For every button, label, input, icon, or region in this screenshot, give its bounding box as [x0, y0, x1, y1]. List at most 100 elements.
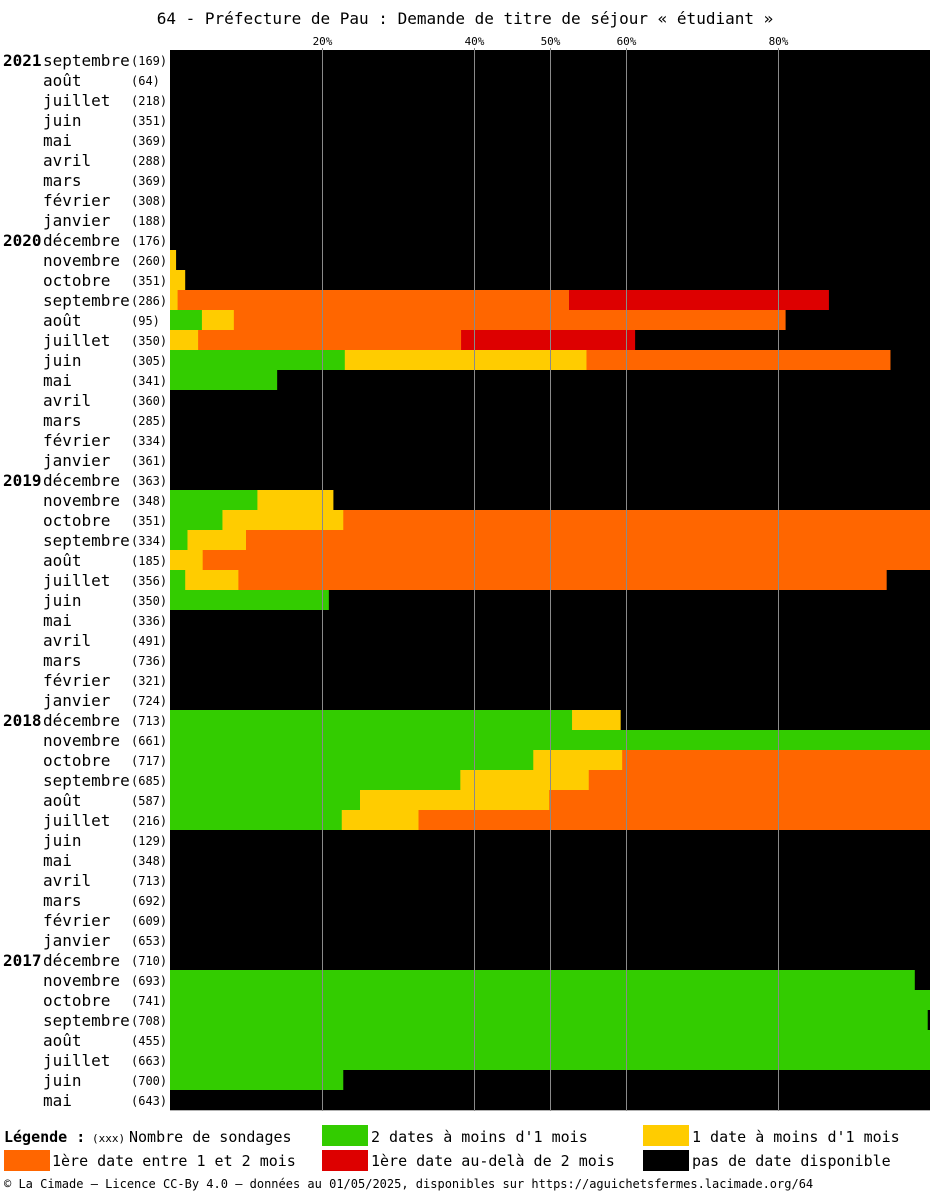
bar-segment-black [343, 1070, 930, 1091]
bar-segment-red [569, 290, 830, 311]
row-month-label: avril [43, 151, 91, 170]
row-month-label: janvier [43, 691, 111, 710]
row-count-label: (455) [131, 1034, 167, 1048]
row-count-label: (185) [131, 554, 167, 568]
row-count-label: (95) [131, 314, 160, 328]
bar-segment-orange [622, 750, 930, 771]
row-count-label: (64) [131, 74, 160, 88]
row-count-label: (717) [131, 754, 167, 768]
row-count-label: (341) [131, 374, 167, 388]
row-count-label: (369) [131, 174, 167, 188]
bar-segment-yellow [170, 550, 204, 571]
row-month-label: juillet [43, 811, 110, 830]
row-month-label: mai [43, 371, 72, 390]
bar-segment-green [170, 590, 330, 611]
bar-segment-yellow [185, 570, 239, 591]
bar-segment-yellow [257, 490, 334, 511]
row-month-label: mars [43, 891, 82, 910]
row-month-label: février [43, 911, 111, 930]
row-month-label: décembre [43, 711, 120, 730]
bar-segment-yellow [170, 290, 179, 311]
row-labels-layer: septembre (169)août (64)juillet (218)juin (3… [3, 51, 167, 1110]
row-count-label: (129) [131, 834, 167, 848]
row-count-label: (351) [131, 274, 167, 288]
bar-segment-green [170, 770, 461, 791]
bar-segment-orange [238, 570, 888, 591]
row-count-label: (260) [131, 254, 167, 268]
bar-segment-green [170, 490, 258, 511]
row-month-label: octobre [43, 511, 110, 530]
x-tick-label: 20% [313, 35, 333, 48]
row-count-label: (336) [131, 614, 167, 628]
row-count-label: (653) [131, 934, 167, 948]
row-count-label: (218) [131, 94, 167, 108]
row-count-label: (661) [131, 734, 167, 748]
year-label: 2019 [3, 471, 42, 490]
bar-segment-green [170, 810, 343, 831]
row-month-label: juin [43, 591, 82, 610]
footer-credits: © La Cimade — Licence CC-By 4.0 — donnée… [4, 1177, 814, 1191]
row-month-label: juillet [43, 571, 110, 590]
row-count-label: (308) [131, 194, 167, 208]
row-count-label: (710) [131, 954, 167, 968]
row-count-label: (693) [131, 974, 167, 988]
row-count-label: (334) [131, 534, 167, 548]
row-count-label: (188) [131, 214, 167, 228]
row-month-label: novembre [43, 251, 120, 270]
row-month-label: novembre [43, 971, 120, 990]
row-month-label: juin [43, 831, 82, 850]
row-month-label: septembre [43, 51, 130, 70]
legend-title: Légende : [4, 1128, 86, 1146]
bar-segment-green [170, 570, 186, 591]
row-count-label: (491) [131, 634, 167, 648]
bar-segment-orange [588, 770, 930, 791]
legend-swatch-orange [4, 1150, 50, 1171]
x-tick-labels-layer: 20% 40% 50% 60% 80% [313, 35, 789, 48]
bar-segment-orange [418, 810, 930, 831]
bar-segment-green [170, 350, 346, 371]
row-count-label: (351) [131, 114, 167, 128]
row-count-label: (351) [131, 514, 167, 528]
row-month-label: octobre [43, 751, 110, 770]
bar-segment-green [170, 1070, 344, 1091]
row-month-label: mars [43, 651, 82, 670]
bar-segment-black [890, 350, 930, 371]
bar-segment-orange [233, 310, 787, 331]
bar-segment-orange [177, 290, 570, 311]
row-count-label: (305) [131, 354, 167, 368]
year-label: 2021 [3, 51, 42, 70]
bars-layer [170, 50, 930, 1111]
row-month-label: février [43, 671, 111, 690]
bar-segment-green [170, 370, 278, 391]
bar-segment-yellow [460, 770, 590, 791]
bar-segment-black [914, 970, 930, 991]
x-tick-label: 50% [541, 35, 561, 48]
legend: Légende : (xxx) Nombre de sondages 2 dat… [0, 1124, 930, 1174]
row-count-label: (348) [131, 854, 167, 868]
bar-segment-yellow [170, 270, 186, 291]
row-month-label: juin [43, 111, 82, 130]
row-count-label: (321) [131, 674, 167, 688]
row-month-label: septembre [43, 1011, 130, 1030]
row-month-label: décembre [43, 231, 120, 250]
bar-segment-black [620, 710, 930, 731]
bar-segment-yellow [201, 310, 235, 331]
legend-label-green: 2 dates à moins d'1 mois [371, 1128, 588, 1146]
row-count-label: (713) [131, 714, 167, 728]
bar-segment-green [170, 790, 361, 811]
bar-segment-green [170, 1010, 929, 1031]
bar-segment-green [170, 530, 188, 551]
row-month-label: mai [43, 1091, 72, 1110]
stacked-bar-chart: 20% 40% 50% 60% 80% septembre (169)août (64)ju… [3, 35, 930, 1111]
year-label: 2020 [3, 231, 42, 250]
bar-segment-green [170, 510, 223, 531]
row-month-label: juin [43, 351, 82, 370]
bar-segment-yellow [170, 250, 177, 271]
row-month-label: juillet [43, 331, 110, 350]
row-count-label: (663) [131, 1054, 167, 1068]
row-month-label: janvier [43, 931, 111, 950]
row-count-label: (350) [131, 334, 167, 348]
row-count-label: (643) [131, 1094, 167, 1108]
legend-count-label: Nombre de sondages [129, 1128, 292, 1146]
row-count-label: (741) [131, 994, 167, 1008]
